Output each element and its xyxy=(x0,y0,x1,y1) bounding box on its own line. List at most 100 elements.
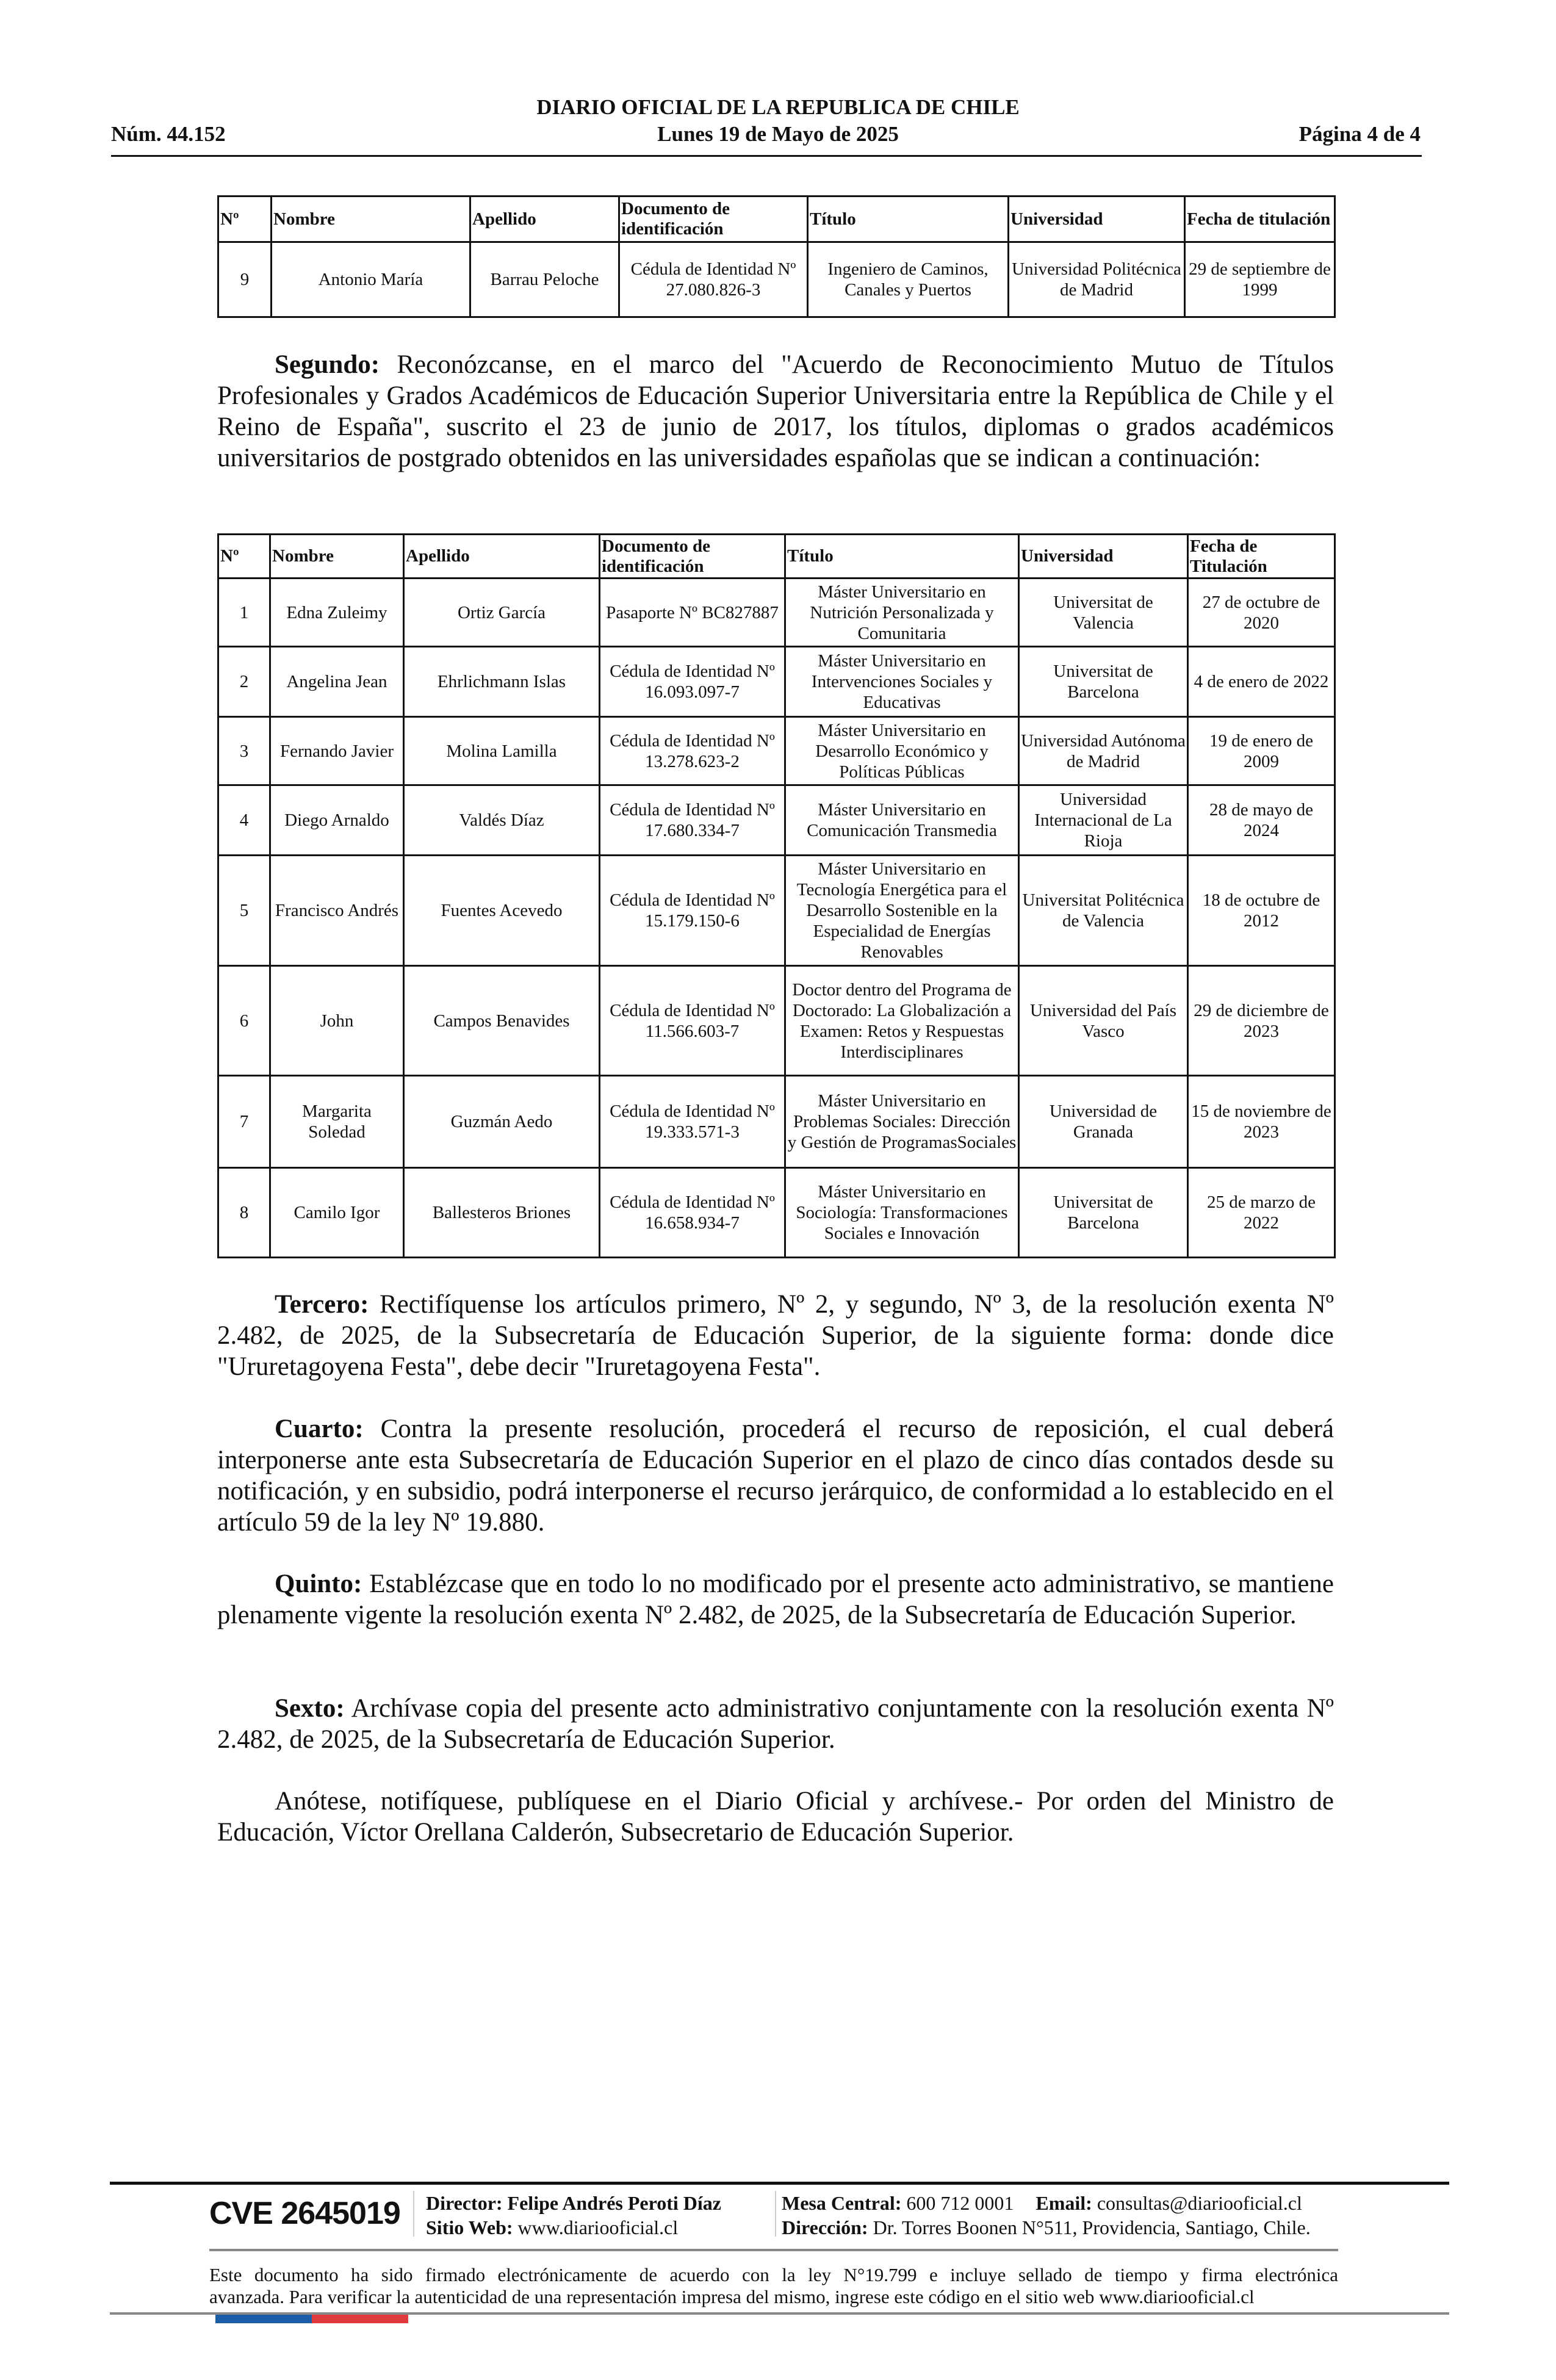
table-row: 8 Camilo Igor Ballesteros Briones Cédula de… xyxy=(217,1167,1336,1258)
table-cell: Máster Universitario en Problemas Social… xyxy=(784,1075,1020,1169)
table-cell: 1 xyxy=(217,577,271,647)
article-cuarto: Cuarto: Contra la presente resolución, p… xyxy=(217,1413,1334,1538)
table-cell: 18 de octubre de 2012 xyxy=(1187,854,1336,967)
table-cell: Ballesteros Briones xyxy=(403,1167,600,1258)
table-cell: Universitat de Barcelona xyxy=(1018,646,1189,718)
flag-stripe-red xyxy=(312,2315,408,2323)
publication-date: Lunes 19 de Mayo de 2025 xyxy=(657,122,899,146)
column-header: Nº xyxy=(217,195,272,243)
table-cell: 7 xyxy=(217,1075,271,1169)
header-divider xyxy=(111,155,1422,157)
column-header: Documento de identificación xyxy=(618,195,809,243)
column-header: Nombre xyxy=(270,195,471,243)
column-header: Apellido xyxy=(403,533,600,579)
table-cell: Guzmán Aedo xyxy=(403,1075,600,1169)
footer-divider xyxy=(110,2312,1449,2315)
table-cell: Cédula de Identidad Nº 13.278.623-2 xyxy=(599,716,786,786)
table-row: 4 Diego Arnaldo Valdés Díaz Cédula de Ident… xyxy=(217,784,1336,856)
footer-contact: Mesa Central: 600 712 0001 Email: consult… xyxy=(782,2191,1302,2215)
column-header: Fecha de titulación xyxy=(1184,195,1336,243)
article-text: Reconózcanse, en el marco del "Acuerdo d… xyxy=(217,350,1334,472)
table-row: 2 Angelina Jean Ehrlichmann Islas Cédula de… xyxy=(217,646,1336,718)
table-cell: Valdés Díaz xyxy=(403,784,600,856)
address-label: Dirección: xyxy=(782,2216,868,2238)
table-cell: Universitat de Barcelona xyxy=(1018,1167,1189,1258)
table-cell: Universidad de Granada xyxy=(1018,1075,1189,1169)
publication-title: DIARIO OFICIAL DE LA REPUBLICA DE CHILE xyxy=(536,95,1020,119)
table-header-row: Nº Nombre Apellido Documento de identificac… xyxy=(217,195,1336,243)
table-cell: Máster Universitario en Intervenciones S… xyxy=(784,646,1020,718)
table-cell: Universidad Politécnica de Madrid xyxy=(1007,241,1186,318)
table-cell: Máster Universitario en Sociología: Tran… xyxy=(784,1167,1020,1258)
cve-code: CVE 2645019 xyxy=(209,2196,401,2231)
column-header: Apellido xyxy=(469,195,620,243)
table-cell: Ingeniero de Caminos, Canales y Puertos xyxy=(807,241,1009,318)
table-row: 3 Fernando Javier Molina Lamilla Cédula de … xyxy=(217,716,1336,786)
article-text: Contra la presente resolución, procederá… xyxy=(217,1415,1334,1537)
article-quinto: Quinto: Establézcase que en todo lo no m… xyxy=(217,1568,1334,1631)
website-link[interactable]: www.diariooficial.cl xyxy=(513,2216,679,2238)
table-cell: Cédula de Identidad Nº 11.566.603-7 xyxy=(599,965,786,1076)
signature-note: avanzada. Para verificar la autenticidad… xyxy=(209,2286,1255,2307)
table-row: 6 John Campos Benavides Cédula de Identidad… xyxy=(217,965,1336,1076)
table-cell: 5 xyxy=(217,854,271,967)
table-cell: 9 xyxy=(217,241,272,318)
table-cell: 4 xyxy=(217,784,271,856)
table-row: 1 Edna Zuleimy Ortiz García Pasaporte Nº BC… xyxy=(217,577,1336,647)
table-cell: Cédula de Identidad Nº 27.080.826-3 xyxy=(618,241,809,318)
table-cell: 4 de enero de 2022 xyxy=(1187,646,1336,718)
table-cell: Diego Arnaldo xyxy=(269,784,405,856)
table-titles-second: Nº Nombre Apellido Documento de identificac… xyxy=(217,533,1336,1258)
column-header: Nº xyxy=(217,533,271,579)
table-cell: Universitat Politécnica de Valencia xyxy=(1018,854,1189,967)
column-header: Documento de identificación xyxy=(599,533,786,579)
table-cell: Angelina Jean xyxy=(269,646,405,718)
article-tercero: Tercero: Rectifíquense los artículos pri… xyxy=(217,1289,1334,1382)
table-cell: Cédula de Identidad Nº 17.680.334-7 xyxy=(599,784,786,856)
table-cell: 19 de enero de 2009 xyxy=(1187,716,1336,786)
email-link[interactable]: consultas@diariooficial.cl xyxy=(1092,2192,1302,2214)
table-cell: 25 de marzo de 2022 xyxy=(1187,1167,1336,1258)
table-cell: Universidad Internacional de La Rioja xyxy=(1018,784,1189,856)
table-cell: Molina Lamilla xyxy=(403,716,600,786)
table-cell: 15 de noviembre de 2023 xyxy=(1187,1075,1336,1169)
article-label: Segundo: xyxy=(275,350,380,379)
article-label: Sexto: xyxy=(275,1694,345,1723)
table-cell: 29 de diciembre de 2023 xyxy=(1187,965,1336,1076)
table-row: 5 Francisco Andrés Fuentes Acevedo Cédula d… xyxy=(217,854,1336,967)
table-cell: Cédula de Identidad Nº 16.093.097-7 xyxy=(599,646,786,718)
flag-stripe-blue xyxy=(215,2315,312,2323)
table-cell: Máster Universitario en Tecnología Energ… xyxy=(784,854,1020,967)
footer-separator xyxy=(413,2191,414,2237)
column-header: Título xyxy=(784,533,1020,579)
page-number: Página 4 de 4 xyxy=(1298,122,1421,146)
table-cell: Doctor dentro del Programa de Doctorado:… xyxy=(784,965,1020,1076)
table-cell: Cédula de Identidad Nº 15.179.150-6 xyxy=(599,854,786,967)
table-cell: Ortiz García xyxy=(403,577,600,647)
table-cell: Fuentes Acevedo xyxy=(403,854,600,967)
table-cell: John xyxy=(269,965,405,1076)
table-cell: Universidad del País Vasco xyxy=(1018,965,1189,1076)
table-cell: Campos Benavides xyxy=(403,965,600,1076)
article-segundo: Segundo: Reconózcanse, en el marco del "… xyxy=(217,349,1334,474)
article-label: Tercero: xyxy=(275,1290,369,1319)
signature-note: Este documento ha sido firmado electróni… xyxy=(209,2264,1338,2285)
table-cell: Cédula de Identidad Nº 19.333.571-3 xyxy=(599,1075,786,1169)
table-cell: Máster Universitario en Nutrición Person… xyxy=(784,577,1020,647)
footer-website: Sitio Web: www.diariooficial.cl xyxy=(426,2216,678,2239)
footer-separator xyxy=(775,2191,776,2237)
director-name: Felipe Andrés Peroti Díaz xyxy=(502,2192,721,2214)
table-cell: Universitat de Valencia xyxy=(1018,577,1189,647)
footer-director: Director: Felipe Andrés Peroti Díaz xyxy=(426,2191,721,2215)
website-label: Sitio Web: xyxy=(426,2216,513,2238)
table-cell: Pasaporte Nº BC827887 xyxy=(599,577,786,647)
table-cell: 2 xyxy=(217,646,271,718)
column-header: Título xyxy=(807,195,1009,243)
table-cell: Fernando Javier xyxy=(269,716,405,786)
table-cell: Antonio María xyxy=(270,241,471,318)
table-cell: Máster Universitario en Comunicación Tra… xyxy=(784,784,1020,856)
email-label: Email: xyxy=(1036,2192,1092,2214)
article-text: Establézcase que en todo lo no modificad… xyxy=(217,1570,1334,1629)
table-cell: 3 xyxy=(217,716,271,786)
table-cell: 27 de octubre de 2020 xyxy=(1187,577,1336,647)
